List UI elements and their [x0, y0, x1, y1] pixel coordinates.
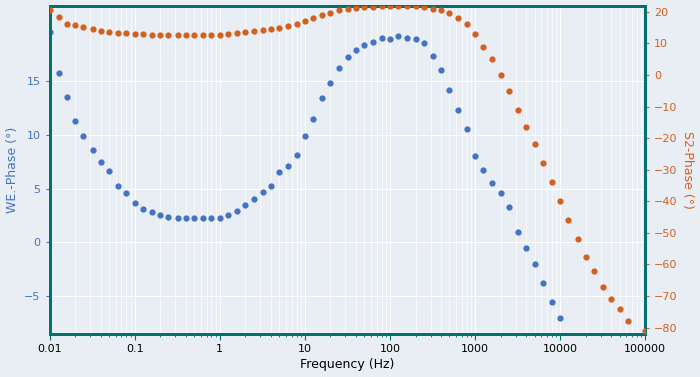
- Y-axis label: S2-Phase (°): S2-Phase (°): [681, 131, 694, 208]
- Y-axis label: WE.-Phase (°): WE.-Phase (°): [6, 127, 19, 213]
- X-axis label: Frequency (Hz): Frequency (Hz): [300, 359, 395, 371]
